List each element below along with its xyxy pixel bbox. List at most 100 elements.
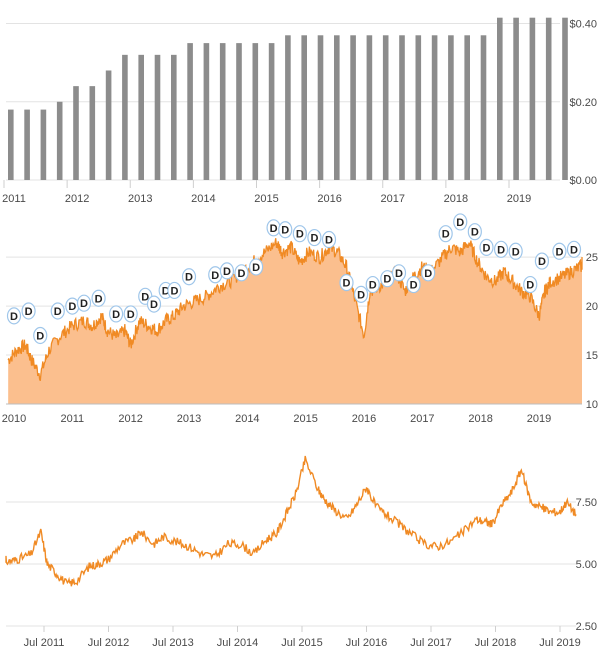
y-tick-label: 2.50 [576, 621, 597, 633]
x-tick-label: 2011 [2, 193, 26, 205]
dividend-bar [105, 70, 112, 180]
dividend-marker: D [438, 225, 453, 243]
x-tick-label: Jul 2017 [410, 637, 452, 649]
dividend-marker-label: D [281, 225, 289, 237]
dividend-marker: D [307, 228, 322, 247]
dividend-marker: D [219, 262, 235, 280]
dividend-bar [236, 43, 242, 180]
dividend-marker-label: D [383, 274, 391, 286]
dividend-marker-label: D [357, 289, 365, 301]
y-tick-label: 10 [586, 399, 598, 411]
y-tick-label: 5.00 [576, 559, 597, 571]
dividend-marker: D [181, 268, 197, 286]
dividend-bar [366, 35, 373, 181]
dividend-marker-bubble [219, 262, 235, 280]
dividend-marker: D [65, 297, 80, 315]
price-line [7, 238, 583, 382]
dividend-marker-label: D [185, 272, 193, 284]
dividend-marker: D [391, 264, 407, 282]
dividend-marker: D [248, 258, 264, 276]
dividend-marker-label: D [211, 270, 219, 282]
x-tick-label: 2012 [65, 193, 89, 205]
dividend-bar [415, 35, 422, 181]
dividend-marker-label: D [395, 268, 403, 280]
x-tick-label: 2019 [527, 413, 551, 425]
dividend-marker-bubble [76, 294, 92, 312]
dividend-bar [268, 43, 275, 180]
dividend-bar [40, 109, 47, 180]
dividend-marker: D [566, 240, 582, 258]
yield-line [5, 455, 577, 587]
dividend-marker: D [234, 264, 249, 282]
dividend-marker-bubble [50, 302, 65, 320]
dividend-marker-bubble [467, 223, 482, 241]
dividend-bar [285, 35, 291, 181]
y-tick-label: 15 [586, 350, 598, 362]
dividend-marker-bubble [248, 258, 264, 276]
dividend-bar [480, 35, 487, 181]
dividend-bar [497, 17, 503, 180]
x-tick-label: Jul 2018 [475, 637, 517, 649]
dividend-bar [513, 17, 519, 180]
dividend-bar [252, 43, 259, 180]
dividend-marker-bubble [479, 238, 494, 256]
dividend-marker: D [91, 289, 106, 307]
dividend-marker-label: D [112, 309, 120, 321]
dividend-marker-label: D [343, 278, 351, 290]
dividend-marker-bubble [421, 264, 436, 282]
dividend-marker-label: D [54, 306, 62, 318]
x-tick-label: 2015 [293, 413, 317, 425]
dividend-bar [24, 109, 30, 180]
dividend-marker-label: D [127, 309, 135, 321]
dividend-marker-bubble [523, 275, 538, 294]
dividend-marker: D [50, 302, 65, 320]
dividend-bar [350, 35, 356, 181]
dividend-marker: D [208, 266, 223, 284]
dividend-marker-bubble [91, 289, 106, 307]
dividend-marker-label: D [410, 280, 418, 292]
dividend-marker-bubble [508, 242, 523, 260]
dividend-marker-bubble [181, 268, 197, 286]
dividend-marker: D [467, 223, 482, 241]
dividend-marker-label: D [36, 330, 44, 342]
dividend-marker-label: D [238, 268, 246, 280]
price-area-fill [8, 238, 582, 404]
dividend-marker-label: D [424, 268, 432, 280]
x-tick-label: 2018 [468, 413, 492, 425]
x-tick-label: 2012 [118, 413, 142, 425]
x-tick-label: 2011 [61, 413, 85, 425]
dividend-marker-bubble [108, 305, 124, 323]
dividend-marker: D [421, 264, 436, 282]
dividend-marker: D [508, 242, 523, 260]
x-tick-label: Jul 2015 [281, 637, 323, 649]
x-tick-label: Jul 2014 [217, 637, 259, 649]
y-tick-label: $0.00 [569, 175, 597, 187]
dividend-marker: D [167, 281, 182, 300]
dividend-marker: D [33, 326, 48, 345]
dividend-marker-bubble [33, 326, 48, 345]
dividend-marker: D [380, 270, 395, 288]
dividend-marker-label: D [80, 298, 88, 310]
y-tick-label: 20 [586, 301, 598, 313]
dividend-bar [122, 54, 128, 180]
dividend-marker-bubble [292, 225, 307, 243]
x-tick-label: Jul 2019 [539, 637, 581, 649]
y-tick-label: $0.20 [569, 97, 597, 109]
dividend-marker-bubble [391, 264, 407, 282]
dividend-marker: D [365, 275, 380, 294]
x-tick-label: 2016 [352, 413, 376, 425]
dividend-marker-bubble [566, 240, 582, 258]
x-tick-label: Jul 2013 [152, 637, 194, 649]
dividend-marker-bubble [552, 242, 567, 260]
x-tick-label: 2010 [2, 413, 26, 425]
dividend-marker: D [523, 275, 538, 294]
dividend-marker-bubble [321, 230, 337, 249]
dividend-bar [399, 35, 405, 181]
dividend-marker-label: D [68, 301, 76, 313]
dividend-marker-bubble [493, 240, 509, 258]
dividend-bar [317, 35, 324, 181]
dividend-marker-bubble [438, 225, 453, 243]
y-tick-label: $0.40 [569, 19, 597, 31]
